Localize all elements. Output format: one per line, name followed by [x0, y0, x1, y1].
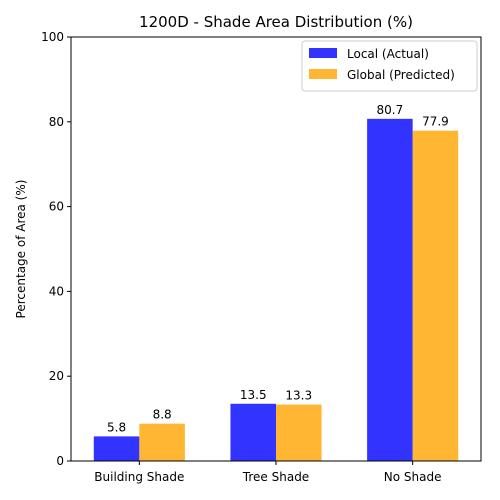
bar-series1-1 [230, 403, 276, 461]
legend-label: Global (Predicted) [347, 68, 455, 82]
plot-area: 5.8 13.5 80.7 8.8 13.3 77.9 0 20 40 60 80 100 Buildi… [41, 30, 482, 484]
x-tick-label: Tree Shade [242, 470, 309, 484]
bar-series1-0 [93, 436, 140, 461]
legend-label: Local (Actual) [347, 47, 429, 61]
y-tick-label: 60 [49, 200, 64, 214]
y-tick-label: 20 [49, 369, 64, 383]
data-label: 77.9 [422, 115, 449, 129]
bar-series2-1 [276, 404, 322, 461]
legend-box [301, 40, 478, 92]
legend-swatch [309, 69, 337, 79]
y-tick-label: 80 [49, 115, 64, 129]
data-label: 5.8 [107, 420, 126, 434]
legend-swatch [309, 48, 337, 58]
legend: Local (Actual) Global (Predicted) [301, 40, 478, 92]
x-tick-label: No Shade [384, 470, 442, 484]
data-label: 13.5 [240, 388, 267, 402]
data-label: 8.8 [153, 408, 172, 422]
y-tick-label: 40 [49, 284, 64, 298]
y-tick-label: 0 [56, 454, 64, 468]
data-label: 80.7 [377, 103, 404, 117]
chart-title: 1200D - Shade Area Distribution (%) [139, 13, 413, 31]
x-tick-label: Building Shade [94, 470, 184, 484]
y-tick-label: 100 [41, 30, 64, 44]
bar-series1-2 [367, 118, 413, 461]
bar-series2-2 [412, 130, 459, 462]
data-label: 13.3 [285, 389, 312, 403]
bar-series2-0 [139, 423, 185, 461]
y-axis-label: Percentage of Area (%) [14, 180, 28, 319]
